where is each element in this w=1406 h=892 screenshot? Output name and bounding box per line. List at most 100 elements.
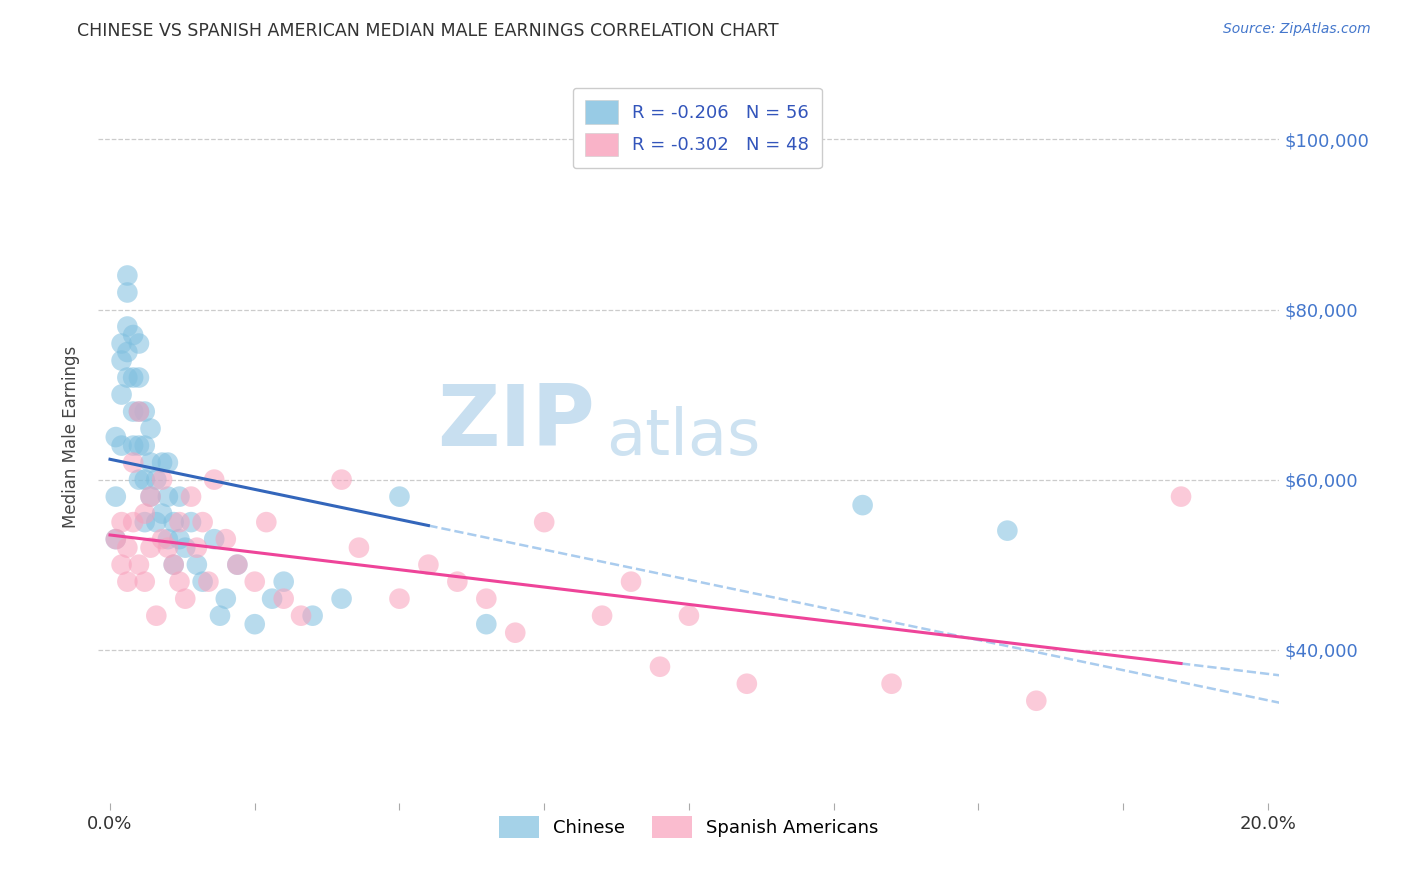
Point xyxy=(134,574,156,589)
Point xyxy=(446,574,468,589)
Point xyxy=(134,404,156,418)
Point xyxy=(418,558,440,572)
Point xyxy=(150,507,173,521)
Point xyxy=(122,328,145,343)
Point xyxy=(301,608,323,623)
Point xyxy=(169,574,191,589)
Point xyxy=(226,558,249,572)
Point xyxy=(110,515,132,529)
Point xyxy=(388,490,411,504)
Point xyxy=(122,439,145,453)
Point xyxy=(117,319,139,334)
Point xyxy=(388,591,411,606)
Point xyxy=(243,574,266,589)
Point xyxy=(110,558,132,572)
Point xyxy=(169,490,191,504)
Point xyxy=(139,456,162,470)
Point xyxy=(122,370,145,384)
Point xyxy=(648,659,671,673)
Point xyxy=(150,456,173,470)
Point xyxy=(156,541,179,555)
Point xyxy=(169,515,191,529)
Point xyxy=(145,608,167,623)
Point xyxy=(995,524,1018,538)
Point xyxy=(110,387,132,401)
Point xyxy=(197,574,219,589)
Point xyxy=(117,268,139,283)
Point xyxy=(347,541,370,555)
Point xyxy=(139,541,162,555)
Point xyxy=(273,574,295,589)
Text: ZIP: ZIP xyxy=(437,381,595,464)
Point xyxy=(475,591,498,606)
Point xyxy=(104,532,127,546)
Point xyxy=(117,370,139,384)
Point xyxy=(139,421,162,435)
Point xyxy=(1170,490,1192,504)
Point xyxy=(139,490,162,504)
Point xyxy=(215,532,238,546)
Point xyxy=(180,490,202,504)
Point xyxy=(852,498,875,512)
Point xyxy=(128,439,150,453)
Point xyxy=(150,532,173,546)
Point xyxy=(150,473,173,487)
Point xyxy=(678,608,700,623)
Point xyxy=(110,439,132,453)
Point xyxy=(169,532,191,546)
Point xyxy=(110,353,132,368)
Point xyxy=(104,532,127,546)
Point xyxy=(180,515,202,529)
Point xyxy=(128,404,150,418)
Point xyxy=(128,404,150,418)
Point xyxy=(202,532,225,546)
Point xyxy=(156,456,179,470)
Point xyxy=(117,285,139,300)
Point xyxy=(117,541,139,555)
Text: Source: ZipAtlas.com: Source: ZipAtlas.com xyxy=(1223,22,1371,37)
Y-axis label: Median Male Earnings: Median Male Earnings xyxy=(62,346,80,528)
Point xyxy=(117,345,139,359)
Point xyxy=(533,515,555,529)
Point xyxy=(163,558,186,572)
Point xyxy=(226,558,249,572)
Point xyxy=(128,473,150,487)
Point xyxy=(104,490,127,504)
Point xyxy=(591,608,613,623)
Point xyxy=(475,617,498,632)
Point xyxy=(330,473,353,487)
Text: atlas: atlas xyxy=(606,406,761,468)
Point xyxy=(208,608,231,623)
Point xyxy=(139,490,162,504)
Point xyxy=(128,558,150,572)
Point xyxy=(503,625,526,640)
Point xyxy=(262,591,284,606)
Point xyxy=(254,515,277,529)
Point xyxy=(202,473,225,487)
Legend: Chinese, Spanish Americans: Chinese, Spanish Americans xyxy=(492,808,886,845)
Point xyxy=(134,507,156,521)
Point xyxy=(128,336,150,351)
Point xyxy=(134,473,156,487)
Point xyxy=(122,456,145,470)
Point xyxy=(735,677,758,691)
Point xyxy=(880,677,903,691)
Point xyxy=(104,430,127,444)
Point xyxy=(145,515,167,529)
Point xyxy=(191,574,214,589)
Point xyxy=(174,541,197,555)
Point xyxy=(122,404,145,418)
Point xyxy=(156,532,179,546)
Point xyxy=(290,608,312,623)
Point xyxy=(186,541,208,555)
Point xyxy=(156,490,179,504)
Point xyxy=(163,558,186,572)
Point xyxy=(122,515,145,529)
Point xyxy=(134,515,156,529)
Point xyxy=(273,591,295,606)
Point xyxy=(620,574,643,589)
Point xyxy=(1025,694,1047,708)
Point xyxy=(128,370,150,384)
Point xyxy=(330,591,353,606)
Point xyxy=(215,591,238,606)
